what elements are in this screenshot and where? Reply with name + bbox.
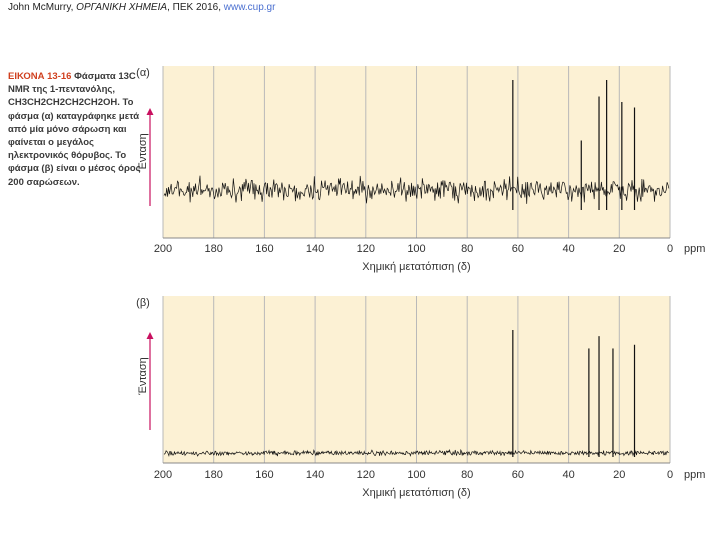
x-tick-label: 180	[205, 469, 223, 481]
y-axis-label: Ένταση	[137, 357, 149, 396]
header-publisher: , ΠΕΚ 2016,	[167, 2, 224, 13]
panel-label: (β)	[136, 297, 150, 309]
x-tick-label: 0	[667, 243, 673, 255]
x-tick-label: 80	[461, 469, 473, 481]
x-tick-label: 40	[562, 243, 574, 255]
figure-caption-text: Φάσματα 13C NMR της 1-πεντανόλης, CH3CH2…	[8, 71, 141, 188]
spectrum-noise-trace	[163, 175, 670, 204]
x-tick-label: 120	[357, 469, 375, 481]
x-tick-label: 60	[512, 243, 524, 255]
x-tick-label: 80	[461, 243, 473, 255]
x-tick-label: 20	[613, 243, 625, 255]
x-axis-label: Χημική μετατόπιση (δ)	[362, 487, 470, 499]
x-tick-label: 140	[306, 243, 324, 255]
intensity-arrow-head	[146, 332, 154, 339]
header-book-title: ΟΡΓΑΝΙΚΗ ΧΗΜΕΙΑ	[76, 2, 168, 13]
panel-label: (α)	[136, 67, 150, 79]
figure-caption: ΕΙΚΟΝΑ 13-16 Φάσματα 13C NMR της 1-πεντα…	[8, 70, 143, 189]
x-unit-label: ppm	[684, 469, 705, 481]
x-tick-label: 100	[407, 243, 425, 255]
header-authors: John McMurry,	[8, 2, 77, 13]
x-tick-label: 100	[407, 469, 425, 481]
x-unit-label: ppm	[684, 243, 705, 255]
x-tick-label: 180	[205, 243, 223, 255]
intensity-arrow-head	[146, 108, 154, 115]
x-tick-label: 140	[306, 469, 324, 481]
x-tick-label: 120	[357, 243, 375, 255]
page-header: John McMurry, ΟΡΓΑΝΙΚΗ ΧΗΜΕΙΑ, ΠΕΚ 2016,…	[8, 2, 275, 13]
y-axis-label: Ένταση	[137, 133, 149, 172]
x-tick-label: 60	[512, 469, 524, 481]
x-tick-label: 0	[667, 469, 673, 481]
spectrum-noise-trace	[163, 448, 669, 457]
x-tick-label: 160	[255, 469, 273, 481]
figure-label: ΕΙΚΟΝΑ 13-16	[8, 71, 72, 82]
x-tick-label: 160	[255, 243, 273, 255]
x-tick-label: 40	[562, 469, 574, 481]
header-url-link[interactable]: www.cup.gr	[223, 2, 276, 13]
x-tick-label: 20	[613, 469, 625, 481]
x-axis-label: Χημική μετατόπιση (δ)	[362, 261, 470, 273]
x-tick-label: 200	[154, 469, 172, 481]
x-tick-label: 200	[154, 243, 172, 255]
